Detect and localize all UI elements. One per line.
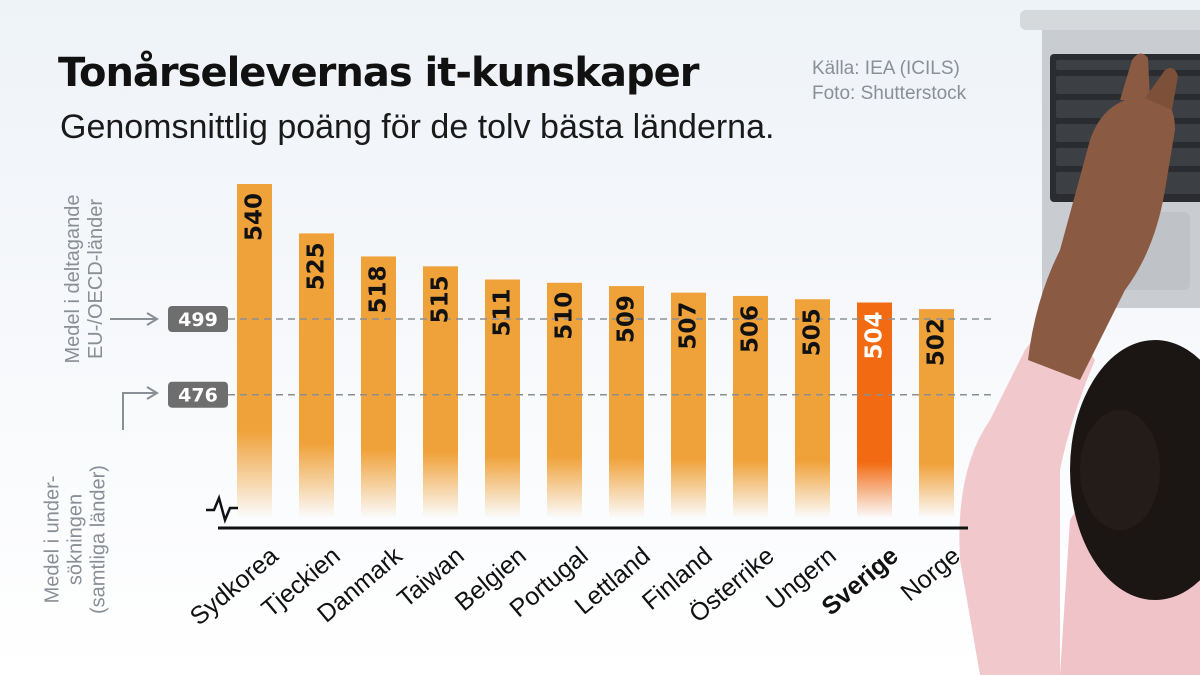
bar-taiwan — [423, 266, 458, 518]
bar-value-label: 505 — [800, 308, 826, 356]
bar-value-label: 525 — [304, 242, 330, 290]
bar-lettland — [609, 286, 644, 518]
bar-österrike — [733, 295, 768, 518]
bar-value-label: 511 — [490, 288, 516, 336]
bar-value-label: 515 — [428, 275, 454, 323]
laptop-photo — [959, 10, 1200, 675]
sweater-arm — [959, 327, 1095, 675]
bar-value-label: 509 — [614, 295, 640, 343]
bar-value-label: 504 — [862, 312, 888, 360]
bar-value-label: 540 — [242, 193, 268, 241]
bar-value-label: 518 — [366, 265, 392, 313]
reference-value-label: 476 — [178, 385, 218, 407]
category-label: Norge — [896, 542, 966, 607]
bar-norge — [919, 309, 954, 518]
bar-finland — [671, 292, 706, 518]
source-line: Källa: IEA (ICILS) — [812, 58, 960, 79]
all-label-line: Medel i under- — [41, 475, 64, 604]
chart-subtitle: Genomsnittlig poäng för de tolv bästa lä… — [60, 108, 775, 146]
hair-shadow — [1080, 410, 1160, 530]
bar-value-label: 502 — [924, 318, 950, 366]
bar-value-label: 507 — [676, 302, 702, 350]
bar-danmark — [361, 256, 396, 518]
bar-ungern — [795, 299, 830, 518]
reference-badge — [168, 381, 228, 408]
source-credits: Källa: IEA (ICILS) Foto: Shutterstock — [812, 56, 966, 106]
bar-sydkorea — [237, 184, 272, 518]
reference-arrows — [110, 312, 159, 430]
photo-credit-line: Foto: Shutterstock — [812, 83, 967, 104]
bar-value-label: 506 — [738, 305, 764, 353]
bar-tjeckien — [299, 233, 334, 518]
finger — [1145, 68, 1178, 110]
laptop-hinge — [1020, 10, 1200, 30]
all-label-line: (samtliga länder) — [87, 465, 110, 614]
bar-sverige — [857, 302, 892, 518]
all-countries-average-label: Medel i under- sökningen (samtliga lände… — [42, 425, 111, 655]
all-label-line: sökningen — [64, 493, 87, 586]
hand — [1028, 95, 1175, 380]
eu-oecd-label-line: Medel i deltagande — [62, 194, 84, 364]
bar-portugal — [547, 282, 582, 518]
chart-title: Tonårselevernas it-kunskaper — [58, 50, 699, 96]
bar-belgien — [485, 279, 520, 518]
axis-break-icon — [206, 494, 238, 524]
reference-badge — [168, 306, 228, 332]
eu-oecd-label-line: EU-/OECD-länder — [85, 198, 107, 360]
reference-value-label: 499 — [178, 309, 218, 331]
bar-chart: 499 476 540 525 518 515 511 510 509 507 506 505 504… — [110, 184, 992, 631]
eu-oecd-average-label: Medel i deltagande EU-/OECD-länder — [62, 174, 108, 384]
bar-value-label: 510 — [552, 292, 578, 340]
finger — [1120, 53, 1150, 100]
